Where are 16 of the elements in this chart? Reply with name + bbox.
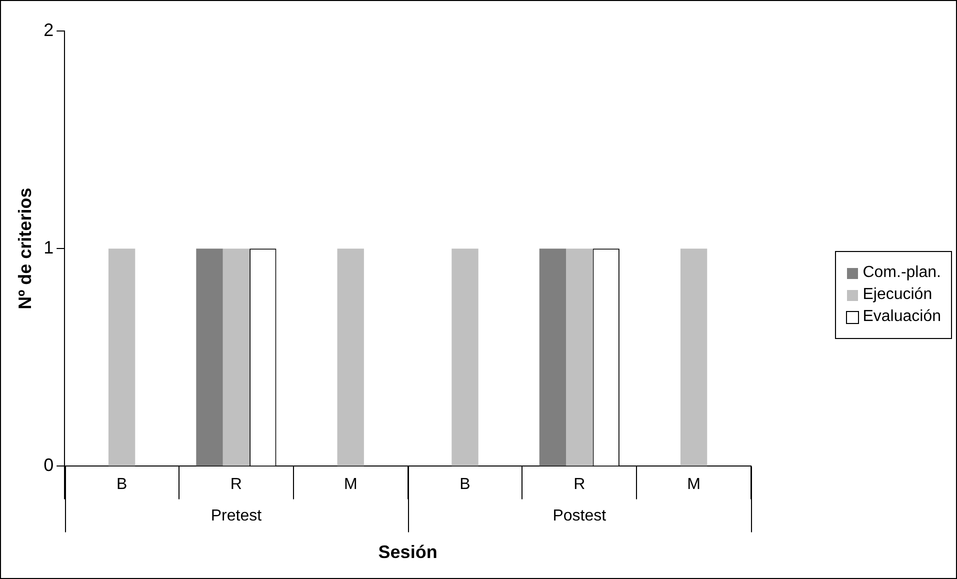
- y-tick-label: 2: [44, 20, 54, 40]
- x-tick-label: B: [460, 476, 470, 494]
- y-tick-label: 0: [44, 455, 54, 476]
- x-tick-label: B: [116, 476, 128, 494]
- x-tick-label: M: [344, 476, 358, 494]
- x-axis-title: Sesión: [378, 542, 438, 562]
- legend-label: Ejecución: [862, 286, 932, 304]
- y-tick-label: 1: [44, 238, 54, 258]
- legend-label: Com.-plan.: [862, 264, 941, 282]
- x-tick-label: M: [687, 476, 700, 494]
- text: Postest: [552, 508, 607, 525]
- y-axis-title: Nº de criterios: [14, 188, 35, 310]
- text: Pretest: [210, 508, 262, 525]
- x-tick-label: R: [574, 476, 586, 494]
- x-tick-label: R: [230, 476, 242, 494]
- legend-label: Evaluación: [862, 308, 941, 326]
